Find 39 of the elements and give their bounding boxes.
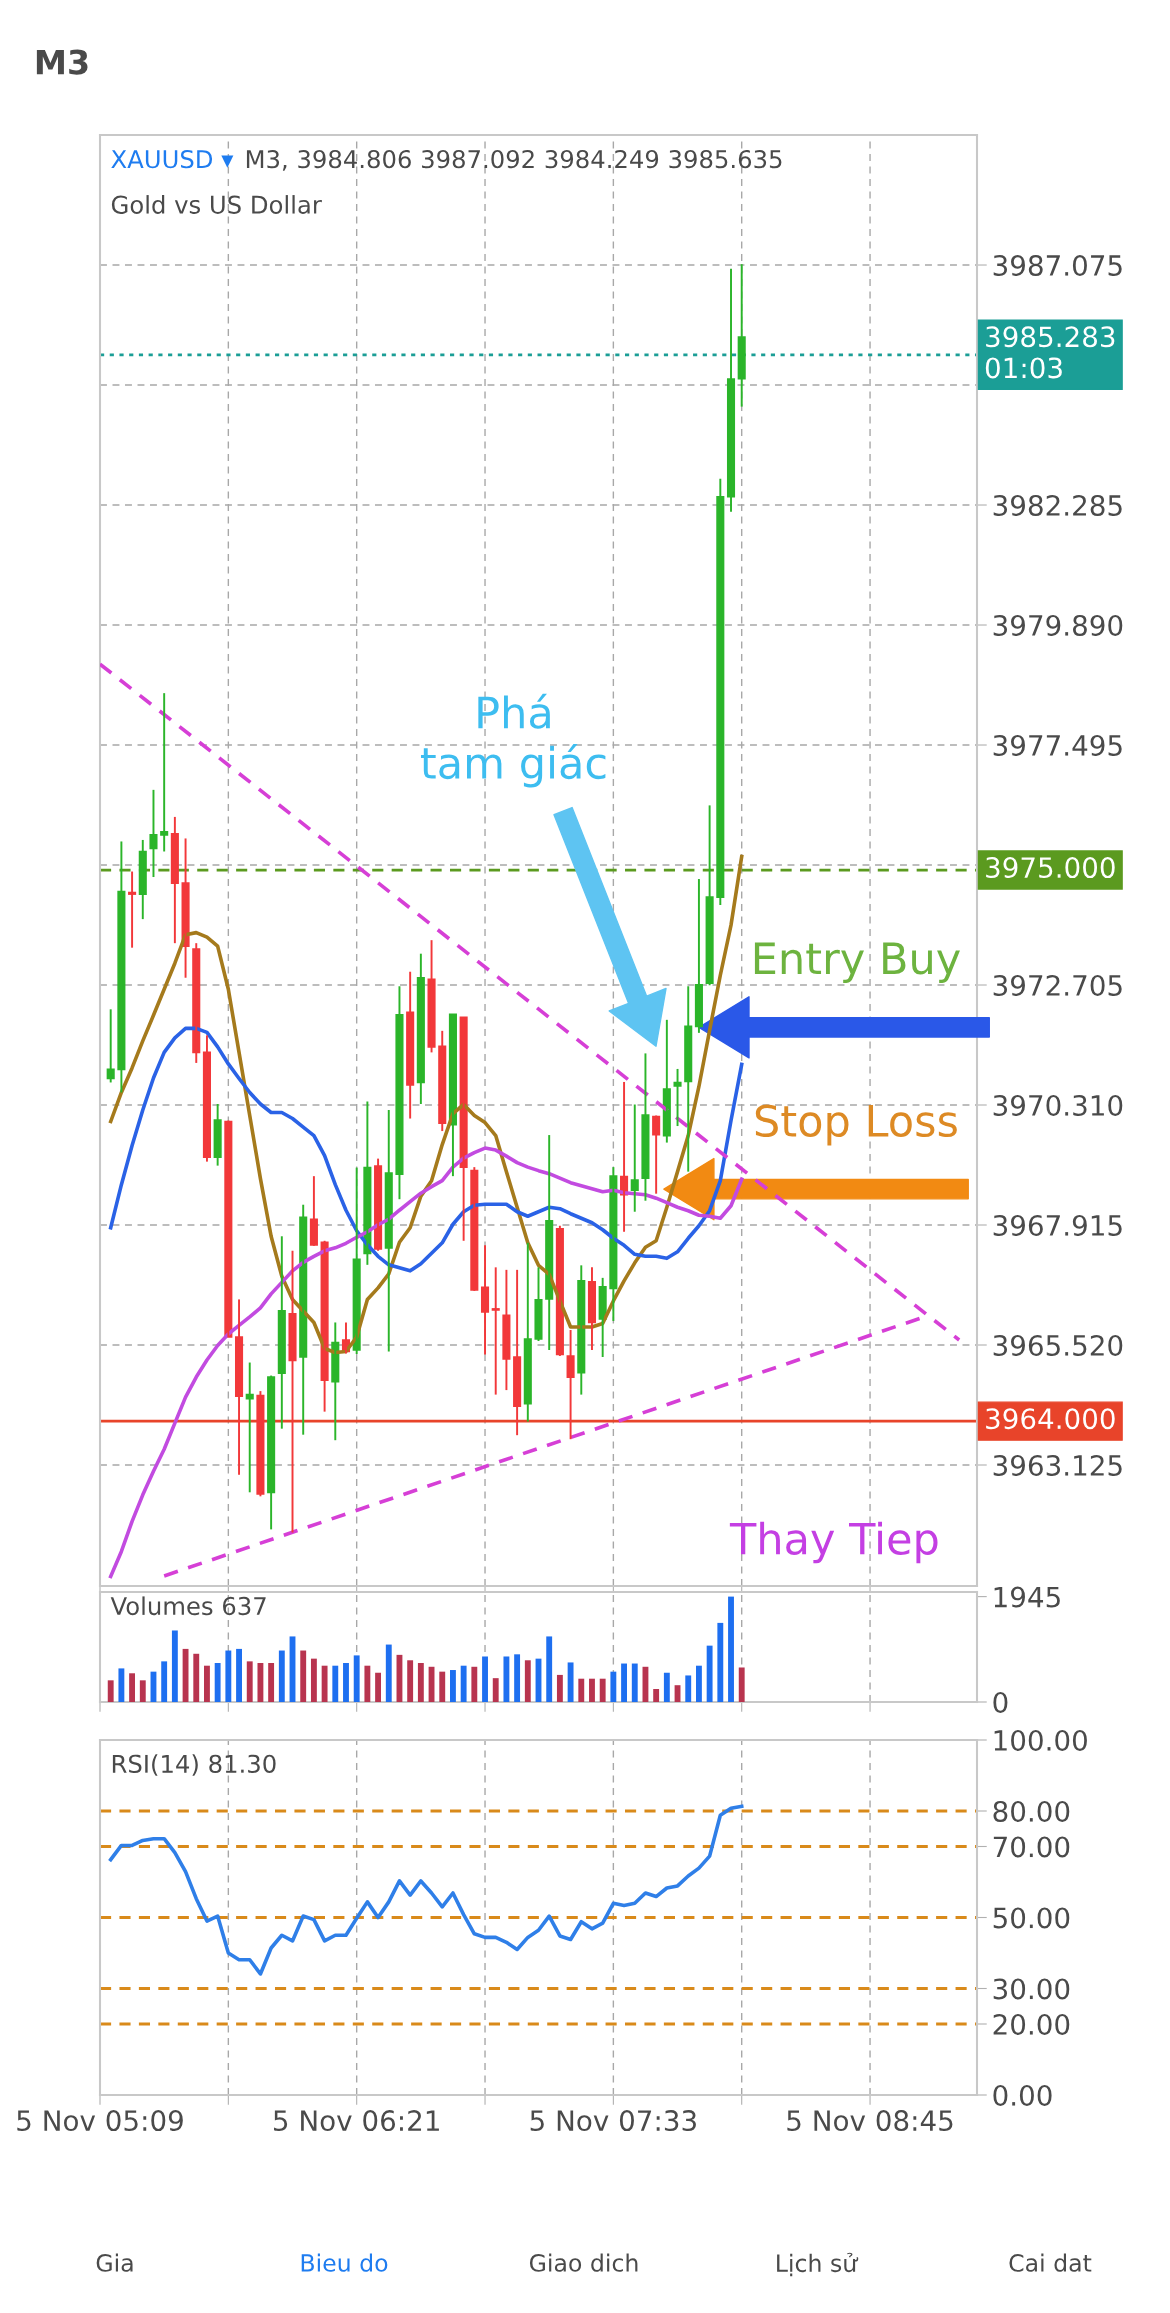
y-tick-label: 3967.915	[993, 1214, 1122, 1236]
y-tick-label: 3963.125	[993, 1454, 1122, 1476]
y-tick-label: 80.00	[993, 1800, 1070, 1822]
text: M3	[36, 49, 88, 75]
y-tick-label: 20.00	[993, 2013, 1070, 2035]
y-tick-label: 3977.495	[993, 734, 1122, 756]
annotation: Entry Buy	[754, 942, 960, 983]
text: Lịch sử	[777, 2252, 859, 2277]
annotation: Phá tam giác	[420, 693, 606, 788]
text: Cai dat	[1009, 2253, 1092, 2272]
y-tick-label: 3965.520	[993, 1334, 1123, 1356]
y-tick-label: 3987.075	[993, 254, 1122, 276]
ref-line-label: 3975.000	[986, 857, 1115, 879]
ref-line-label: 3964.000	[986, 1408, 1115, 1430]
y-tick-label: 3970.310	[993, 1094, 1123, 1116]
text: RSI(14) 81.30	[112, 1754, 276, 1776]
text: Bieu do	[301, 2253, 388, 2272]
y-tick-label: 3982.285	[993, 494, 1122, 516]
annotation: Stop Loss	[755, 1104, 957, 1146]
text: Giao dich	[529, 2253, 638, 2272]
ref-line-label: 3985.283 01:03	[985, 326, 1115, 379]
x-tick-label: 5 Nov 07:33	[530, 2110, 696, 2132]
y-tick-label: 30.00	[993, 1978, 1070, 2000]
y-tick-label: 100.00	[994, 1729, 1087, 1751]
text: XAUUSD ▾ M3, 3984.806 3987.092 3984.249 3985.635	[111, 149, 782, 171]
text: Gia	[96, 2253, 133, 2272]
y-tick-label: 0.00	[993, 2084, 1052, 2106]
y-tick-label: 1945	[994, 1586, 1060, 1608]
y-tick-label: 50.00	[993, 1907, 1070, 1929]
annotation: Thay Tiep	[729, 1521, 938, 1564]
x-tick-label: 5 Nov 06:21	[274, 2110, 439, 2132]
text: Gold vs US Dollar	[111, 195, 322, 214]
y-tick-label: 70.00	[993, 1836, 1070, 1858]
x-tick-label: 5 Nov 08:45	[787, 2110, 953, 2132]
y-tick-label: 3979.890	[993, 614, 1123, 636]
y-tick-label: 0	[993, 1691, 1008, 1713]
chart-title: Volumes 637	[110, 1596, 266, 1616]
x-tick-label: 5 Nov 05:09	[17, 2110, 183, 2132]
y-tick-label: 3972.705	[993, 974, 1122, 996]
